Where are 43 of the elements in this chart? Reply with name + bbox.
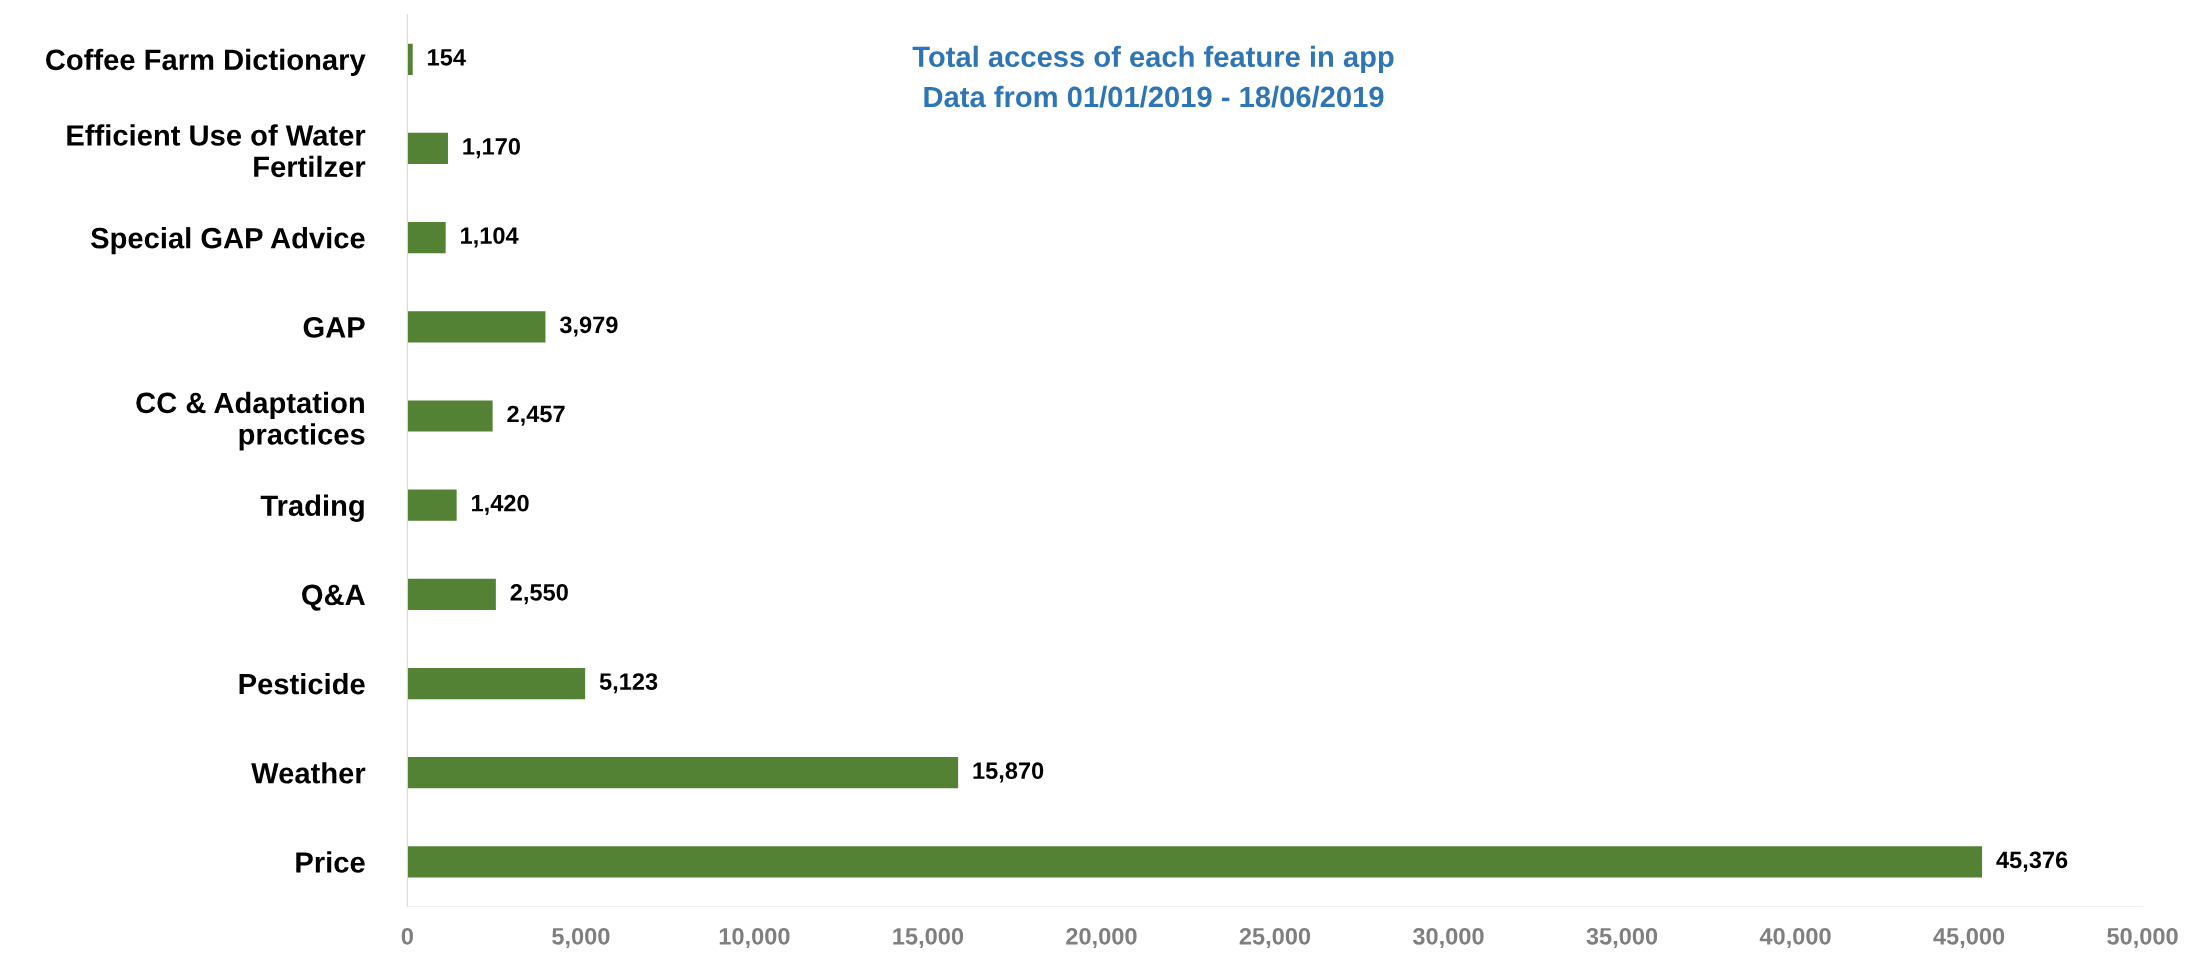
bar: [407, 667, 586, 700]
data-label: 154: [428, 49, 466, 66]
bar: [407, 43, 413, 75]
y-tick-label: Coffee Farm Dictionary: [46, 48, 366, 76]
bar: [407, 311, 546, 343]
bar: [407, 400, 493, 432]
data-label: 3,979: [559, 316, 618, 337]
bar: [407, 578, 496, 610]
data-label: 1,104: [461, 227, 519, 248]
y-tick-label: Special GAP Advice: [90, 227, 365, 255]
x-tick-label: 15,000: [893, 927, 964, 949]
x-tick-label: 20,000: [1066, 927, 1137, 949]
y-tick-label: Efficient Use of Water Fertilzer: [67, 124, 366, 178]
data-label: 45,376: [1996, 851, 2068, 872]
y-tick-label: Pesticide: [239, 672, 365, 695]
x-tick-label: 30,000: [1412, 927, 1484, 949]
x-tick-label: 50,000: [2107, 927, 2178, 949]
x-tick-label: 40,000: [1759, 927, 1831, 949]
x-tick-label: 10,000: [719, 927, 790, 949]
text: Data from 01/01/2019 - 18/06/2019: [924, 85, 1384, 108]
x-tick-label: 45,000: [1933, 927, 2005, 949]
bar: [407, 489, 457, 521]
x-tick-label: 0: [401, 927, 413, 945]
y-tick-label: GAP: [303, 317, 365, 338]
x-tick-label: 25,000: [1239, 927, 1311, 949]
data-label: 5,123: [599, 673, 658, 694]
data-label: 2,457: [507, 405, 565, 426]
data-label: 2,550: [510, 583, 568, 605]
x-tick-label: 5,000: [552, 927, 610, 949]
bar: [407, 132, 448, 165]
y-tick-label: Trading: [260, 494, 364, 522]
bar: [407, 846, 1983, 878]
bar: [407, 757, 959, 789]
y-tick-label: CC & Adaptation practices: [136, 391, 365, 451]
y-tick-label: Price: [296, 851, 365, 873]
data-label: 1,170: [463, 138, 520, 159]
data-label: 1,420: [472, 494, 529, 515]
text: Total access of each feature in app: [912, 45, 1394, 73]
bar: [407, 222, 446, 254]
y-tick-label: Weather: [251, 762, 366, 784]
x-tick-label: 35,000: [1586, 927, 1658, 949]
y-tick-label: Q&A: [302, 584, 365, 611]
data-label: 15,870: [973, 762, 1044, 783]
